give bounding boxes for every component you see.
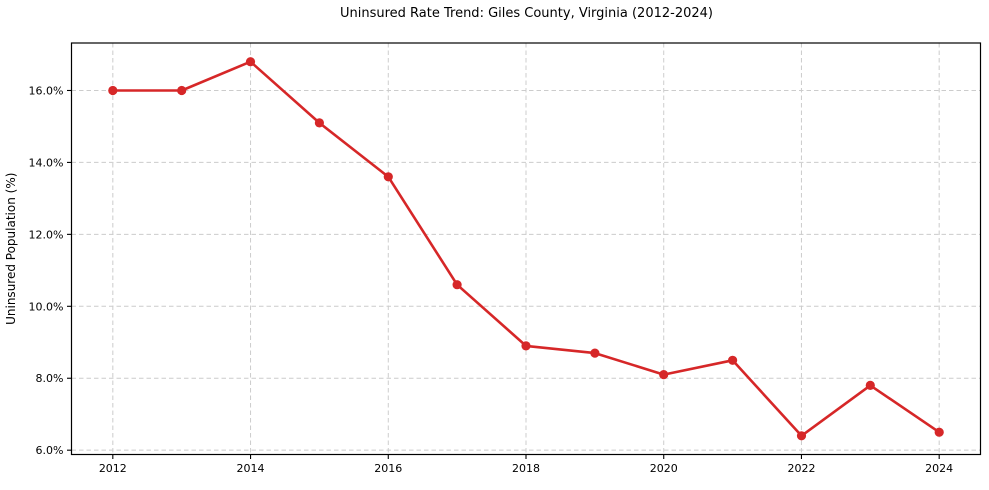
y-tick-label: 10.0% [29, 300, 64, 313]
y-tick-label: 14.0% [29, 156, 64, 169]
data-point-marker [865, 380, 875, 390]
x-tick-label: 2014 [237, 462, 265, 475]
data-point-marker [728, 355, 738, 365]
chart-title: Uninsured Rate Trend: Giles County, Virg… [339, 6, 713, 21]
data-point-marker [659, 370, 669, 380]
y-tick-label: 8.0% [36, 372, 64, 385]
x-tick-label: 2020 [650, 462, 678, 475]
data-point-marker [590, 348, 600, 358]
data-point-marker [452, 280, 462, 290]
y-tick-label: 12.0% [29, 228, 64, 241]
y-tick-label: 16.0% [29, 84, 64, 97]
data-point-marker [177, 85, 187, 96]
x-tick-label: 2018 [512, 462, 540, 475]
x-tick-label: 2012 [99, 462, 127, 475]
data-point-marker [796, 431, 807, 441]
x-tick-label: 2024 [925, 462, 953, 475]
data-point-marker [314, 118, 324, 128]
data-point-marker [108, 85, 118, 96]
data-point-marker [245, 57, 256, 67]
y-axis-label: Uninsured Population (%) [4, 173, 18, 325]
data-point-marker [383, 172, 393, 182]
data-point-marker [934, 427, 944, 437]
y-tick-label: 6.0% [36, 444, 64, 457]
x-tick-label: 2016 [374, 462, 402, 475]
x-tick-label: 2022 [787, 462, 815, 475]
data-point-marker [521, 341, 531, 351]
